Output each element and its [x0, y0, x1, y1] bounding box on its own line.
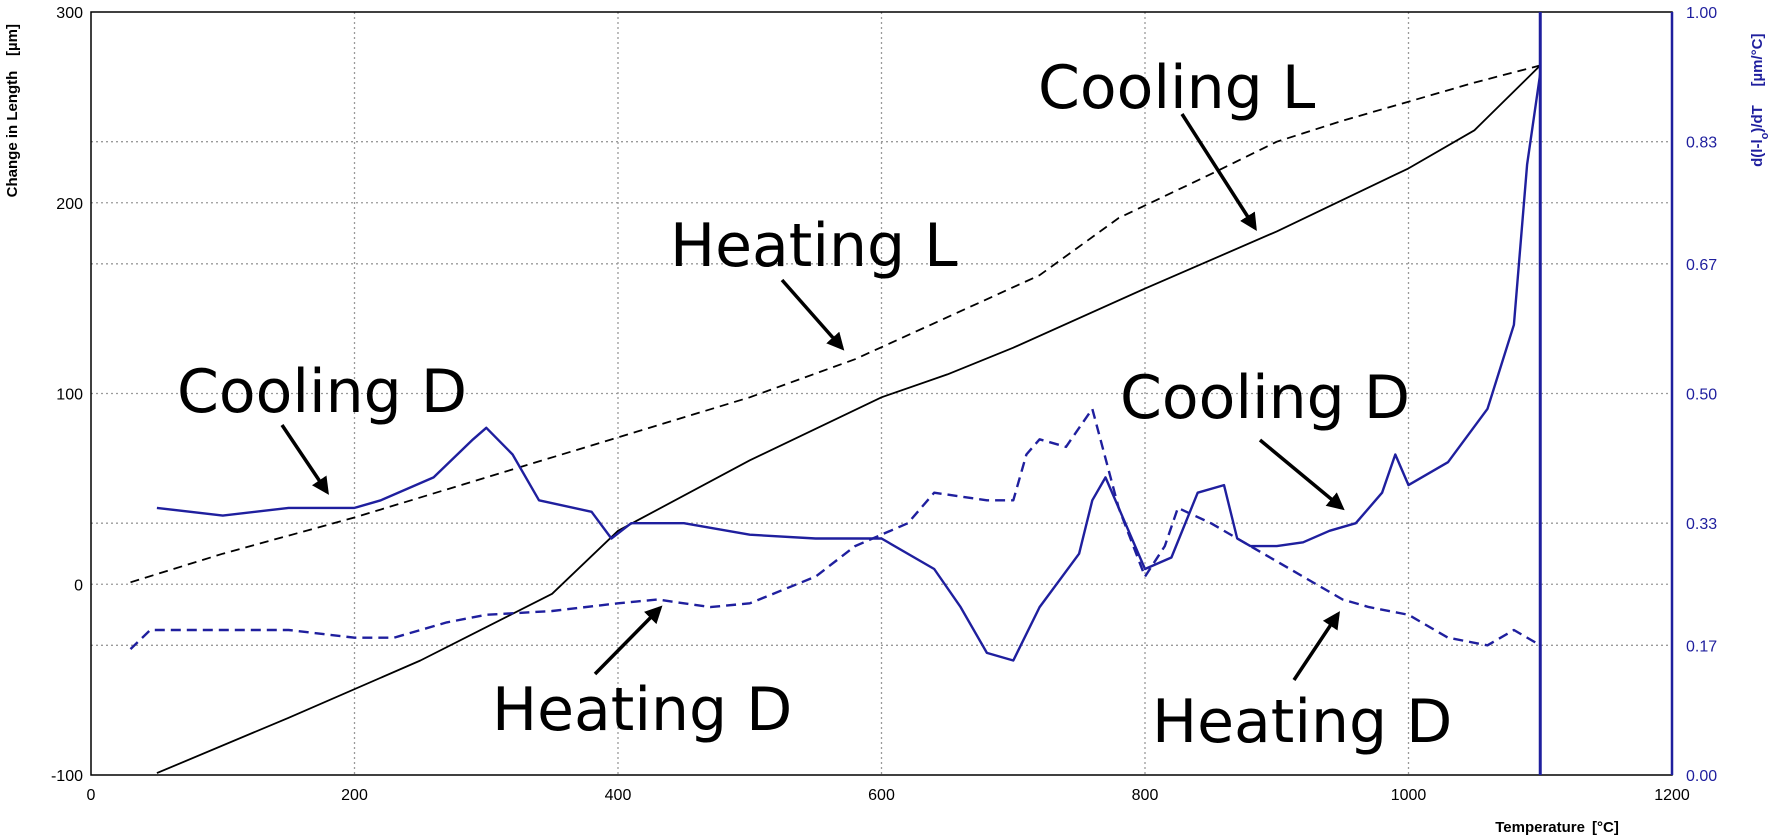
x-tick-label: 600: [868, 787, 895, 804]
x-tick-label: 0: [87, 787, 96, 804]
y-tick-label: 300: [56, 5, 83, 22]
series-heating-d: [129, 407, 1541, 650]
arrow-heating-d-right: [1292, 611, 1340, 681]
annotations: Cooling L Heating L Cooling D Cooling D …: [177, 53, 1452, 757]
series-layer: [129, 64, 1542, 774]
x-tick-label: 200: [341, 787, 368, 804]
x-axis-unit: [°C]: [1592, 819, 1619, 836]
annotation-cooling-d-right: Cooling D: [1120, 363, 1410, 433]
y-axis-title: Change in Length: [4, 71, 21, 198]
annotation-cooling-l: Cooling L: [1038, 53, 1316, 123]
y-tick-label: -100: [51, 768, 83, 785]
x-axis-title: Temperature: [1495, 819, 1585, 836]
arrow-heating-d-left: [593, 605, 663, 676]
series-heating-l: [130, 64, 1541, 584]
y2-tick-label: 0.83: [1686, 135, 1717, 152]
arrow-heating-l: [780, 278, 845, 351]
series-cooling-d: [156, 72, 1542, 662]
annotation-cooling-d-left: Cooling D: [177, 357, 467, 427]
x-tick-label: 800: [1132, 787, 1159, 804]
annotation-heating-l: Heating L: [670, 211, 958, 281]
x-tick-label: 1200: [1654, 787, 1690, 804]
y2-tick-label: 0.50: [1686, 387, 1717, 404]
x-axis-ticks: 0 200 400 600 800 1000 1200: [87, 787, 1690, 804]
y-axis-ticks: -100 0 100 200 300: [51, 5, 83, 785]
y2-tick-label: 1.00: [1686, 5, 1717, 22]
y2-tick-label: 0.17: [1686, 638, 1717, 655]
arrow-cooling-l: [1180, 113, 1257, 231]
y2-axis-title: d(l-lo)/dT: [1749, 105, 1770, 167]
arrow-cooling-d-left: [280, 424, 329, 495]
y-tick-label: 0: [74, 577, 83, 594]
y-axis-unit: [µm]: [4, 24, 21, 56]
y2-axis-unit: [µm/°C]: [1749, 34, 1766, 87]
y-tick-label: 100: [56, 387, 83, 404]
grid: [91, 12, 1672, 775]
y2-tick-label: 0.67: [1686, 257, 1717, 274]
y2-tick-label: 0.33: [1686, 516, 1717, 533]
series-cooling-l: [156, 64, 1541, 774]
annotation-heating-d-left: Heating D: [492, 675, 792, 745]
arrow-cooling-d-right: [1258, 438, 1345, 511]
x-tick-label: 1000: [1391, 787, 1427, 804]
y2-tick-label: 0.00: [1686, 768, 1717, 785]
y2-axis-ticks: 0.00 0.17 0.33 0.50 0.67 0.83 1.00: [1686, 5, 1717, 785]
annotation-heating-d-right: Heating D: [1152, 687, 1452, 757]
x-tick-label: 400: [605, 787, 632, 804]
y-tick-label: 200: [56, 196, 83, 213]
